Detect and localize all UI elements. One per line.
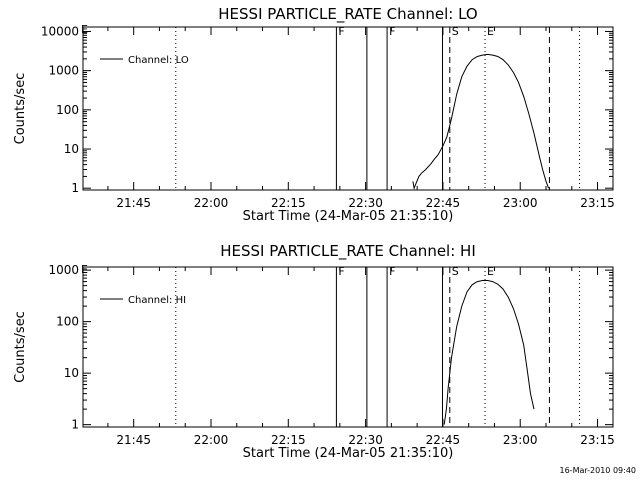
hi-channel-panel: HESSI PARTICLE_RATE Channel: HI 21:45 22:0…: [13, 242, 615, 461]
time-marker-label: F: [389, 25, 395, 38]
chart-title: HESSI PARTICLE_RATE Channel: HI: [220, 242, 476, 261]
time-marker-label: F: [338, 25, 344, 38]
legend-label: Channel: LO: [128, 55, 189, 66]
y-tick-label: 10: [64, 366, 79, 380]
y-tick-label: 1: [71, 418, 79, 432]
x-tick-label: 21:45: [116, 196, 151, 210]
x-tick-label: 22:15: [271, 433, 306, 447]
x-tick-label: 22:15: [271, 196, 306, 210]
top-edge-label: E: [81, 23, 88, 36]
chart-title: HESSI PARTICLE_RATE Channel: LO: [218, 5, 477, 24]
top-edge-label: E: [81, 263, 88, 276]
time-marker-label: E: [487, 265, 494, 278]
x-tick-label: 22:45: [426, 433, 461, 447]
series-line-channel-lo: [412, 53, 550, 191]
x-tick-label: 23:15: [580, 196, 615, 210]
time-marker-label: F: [338, 265, 344, 278]
plot-frame: [82, 26, 614, 191]
time-marker-label: S: [452, 265, 459, 278]
y-axis-label: Counts/sec: [13, 311, 28, 383]
x-tick-label: 23:00: [503, 196, 538, 210]
x-tick-label: 22:30: [348, 433, 383, 447]
plot-frame: [82, 266, 614, 428]
time-marker-label: E: [487, 25, 494, 38]
x-tick-label: 23:15: [580, 433, 615, 447]
y-tick-label: 100: [56, 315, 79, 329]
x-tick-label: 23:00: [503, 433, 538, 447]
y-tick-label: 1000: [48, 64, 79, 78]
x-axis-label: Start Time (24-Mar-05 21:35:10): [243, 209, 454, 224]
y-tick-label: 10000: [41, 24, 79, 38]
x-axis-label: Start Time (24-Mar-05 21:35:10): [243, 446, 454, 461]
x-tick-label: 22:00: [194, 196, 229, 210]
time-marker-label: S: [452, 25, 459, 38]
x-tick-label: 22:45: [426, 196, 461, 210]
footer-timestamp: 16-Mar-2010 09:40: [560, 466, 637, 475]
series-line-channel-hi: [443, 280, 535, 425]
y-tick-label: 1: [71, 181, 79, 195]
y-axis-label: Counts/sec: [13, 73, 28, 145]
x-tick-label: 22:30: [348, 196, 383, 210]
y-tick-label: 10: [64, 142, 79, 156]
x-tick-label: 21:45: [116, 433, 151, 447]
lo-channel-panel: HESSI PARTICLE_RATE Channel: LO 21:45 22:0…: [13, 5, 615, 224]
y-tick-label: 1000: [48, 263, 79, 277]
y-tick-label: 100: [56, 103, 79, 117]
x-tick-label: 22:00: [194, 433, 229, 447]
time-marker-label: F: [389, 265, 395, 278]
legend-label: Channel: HI: [128, 295, 186, 306]
